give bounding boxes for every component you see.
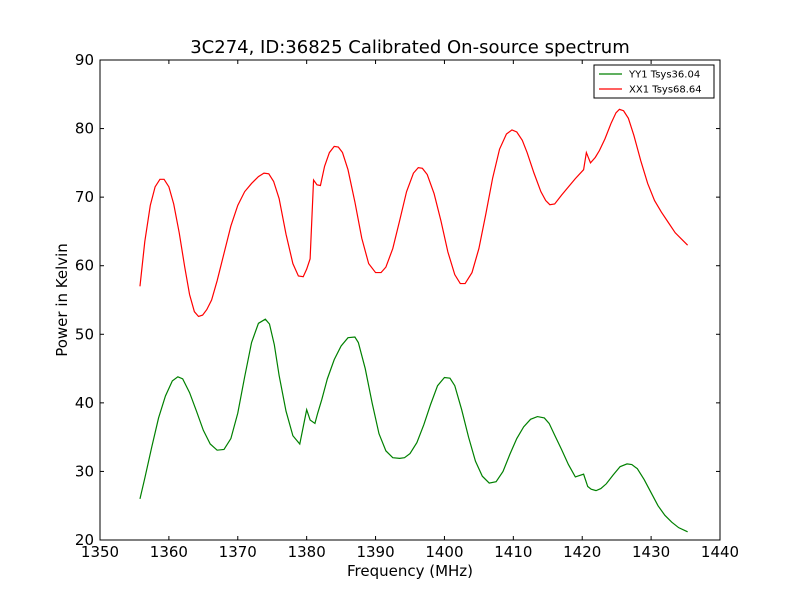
y-tick-label: 40: [75, 394, 94, 412]
legend: YY1 Tsys36.04 XX1 Tsys68.64: [593, 64, 715, 99]
x-axis-ticks: 1350 1360 1370 1380 1390 1400 1410 1420 1430 1440: [81, 60, 739, 561]
plot-area: 1350 1360 1370 1380 1390 1400 1410 1420 1430 1440…: [75, 51, 739, 561]
y-tick-label: 30: [75, 462, 94, 480]
x-tick-label: 1350: [81, 543, 119, 561]
legend-label-yy1: YY1 Tsys36.04: [628, 70, 700, 81]
y-axis-title: Power in Kelvin: [53, 243, 71, 357]
x-tick-label: 1400: [425, 543, 463, 561]
x-axis-title: Frequency (MHz): [347, 562, 473, 580]
x-tick-label: 1370: [219, 543, 257, 561]
x-tick-label: 1440: [701, 543, 739, 561]
y-axis-ticks: 20 30 40 50 60 70 80 90: [75, 51, 720, 549]
x-tick-label: 1360: [150, 543, 188, 561]
x-tick-label: 1430: [632, 543, 670, 561]
y-tick-label: 20: [75, 531, 94, 549]
legend-box: [593, 64, 715, 99]
chart-title: 3C274, ID:36825 Calibrated On-source spe…: [190, 37, 630, 58]
x-tick-label: 1410: [494, 543, 532, 561]
series-layer: [139, 108, 689, 533]
x-tick-label: 1390: [356, 543, 394, 561]
y-tick-label: 80: [75, 120, 94, 138]
plot-frame: [99, 59, 721, 541]
series-line-1: [139, 108, 689, 318]
y-tick-label: 50: [75, 325, 94, 343]
legend-label-xx1: XX1 Tsys68.64: [629, 85, 702, 96]
series-line-0: [139, 318, 688, 533]
y-tick-label: 60: [75, 257, 94, 275]
x-tick-label: 1420: [563, 543, 601, 561]
y-tick-label: 70: [75, 188, 94, 206]
y-tick-label: 90: [75, 51, 94, 69]
x-tick-label: 1380: [288, 543, 326, 561]
